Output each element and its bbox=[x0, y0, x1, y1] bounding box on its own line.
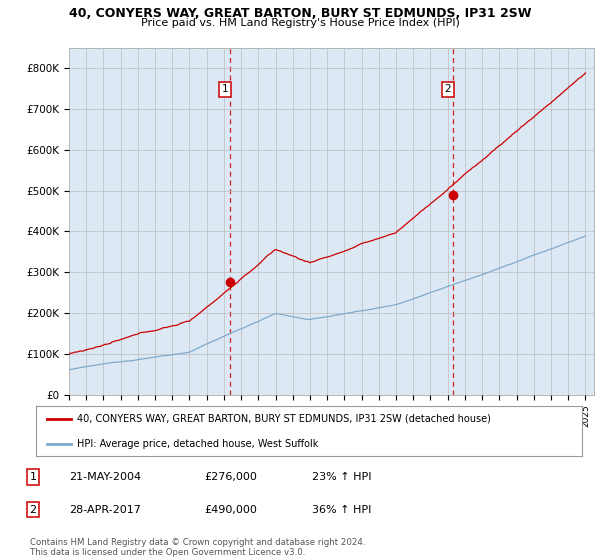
Text: 2: 2 bbox=[29, 505, 37, 515]
Text: £490,000: £490,000 bbox=[204, 505, 257, 515]
Text: 23% ↑ HPI: 23% ↑ HPI bbox=[312, 472, 371, 482]
Text: 40, CONYERS WAY, GREAT BARTON, BURY ST EDMUNDS, IP31 2SW (detached house): 40, CONYERS WAY, GREAT BARTON, BURY ST E… bbox=[77, 414, 491, 423]
Text: Price paid vs. HM Land Registry's House Price Index (HPI): Price paid vs. HM Land Registry's House … bbox=[140, 18, 460, 29]
Text: 36% ↑ HPI: 36% ↑ HPI bbox=[312, 505, 371, 515]
Text: 1: 1 bbox=[29, 472, 37, 482]
Text: 2: 2 bbox=[445, 84, 451, 94]
Text: 40, CONYERS WAY, GREAT BARTON, BURY ST EDMUNDS, IP31 2SW: 40, CONYERS WAY, GREAT BARTON, BURY ST E… bbox=[69, 7, 531, 20]
Text: £276,000: £276,000 bbox=[204, 472, 257, 482]
Text: 1: 1 bbox=[222, 84, 229, 94]
Text: 28-APR-2017: 28-APR-2017 bbox=[69, 505, 141, 515]
Text: HPI: Average price, detached house, West Suffolk: HPI: Average price, detached house, West… bbox=[77, 439, 319, 449]
Text: 21-MAY-2004: 21-MAY-2004 bbox=[69, 472, 141, 482]
Text: Contains HM Land Registry data © Crown copyright and database right 2024.
This d: Contains HM Land Registry data © Crown c… bbox=[30, 538, 365, 557]
